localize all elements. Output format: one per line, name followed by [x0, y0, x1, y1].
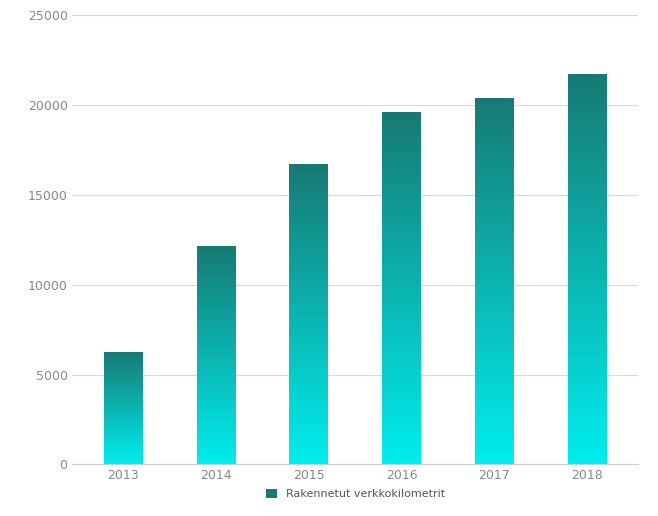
Legend: Rakennetut verkkokilometrit: Rakennetut verkkokilometrit — [266, 489, 445, 499]
